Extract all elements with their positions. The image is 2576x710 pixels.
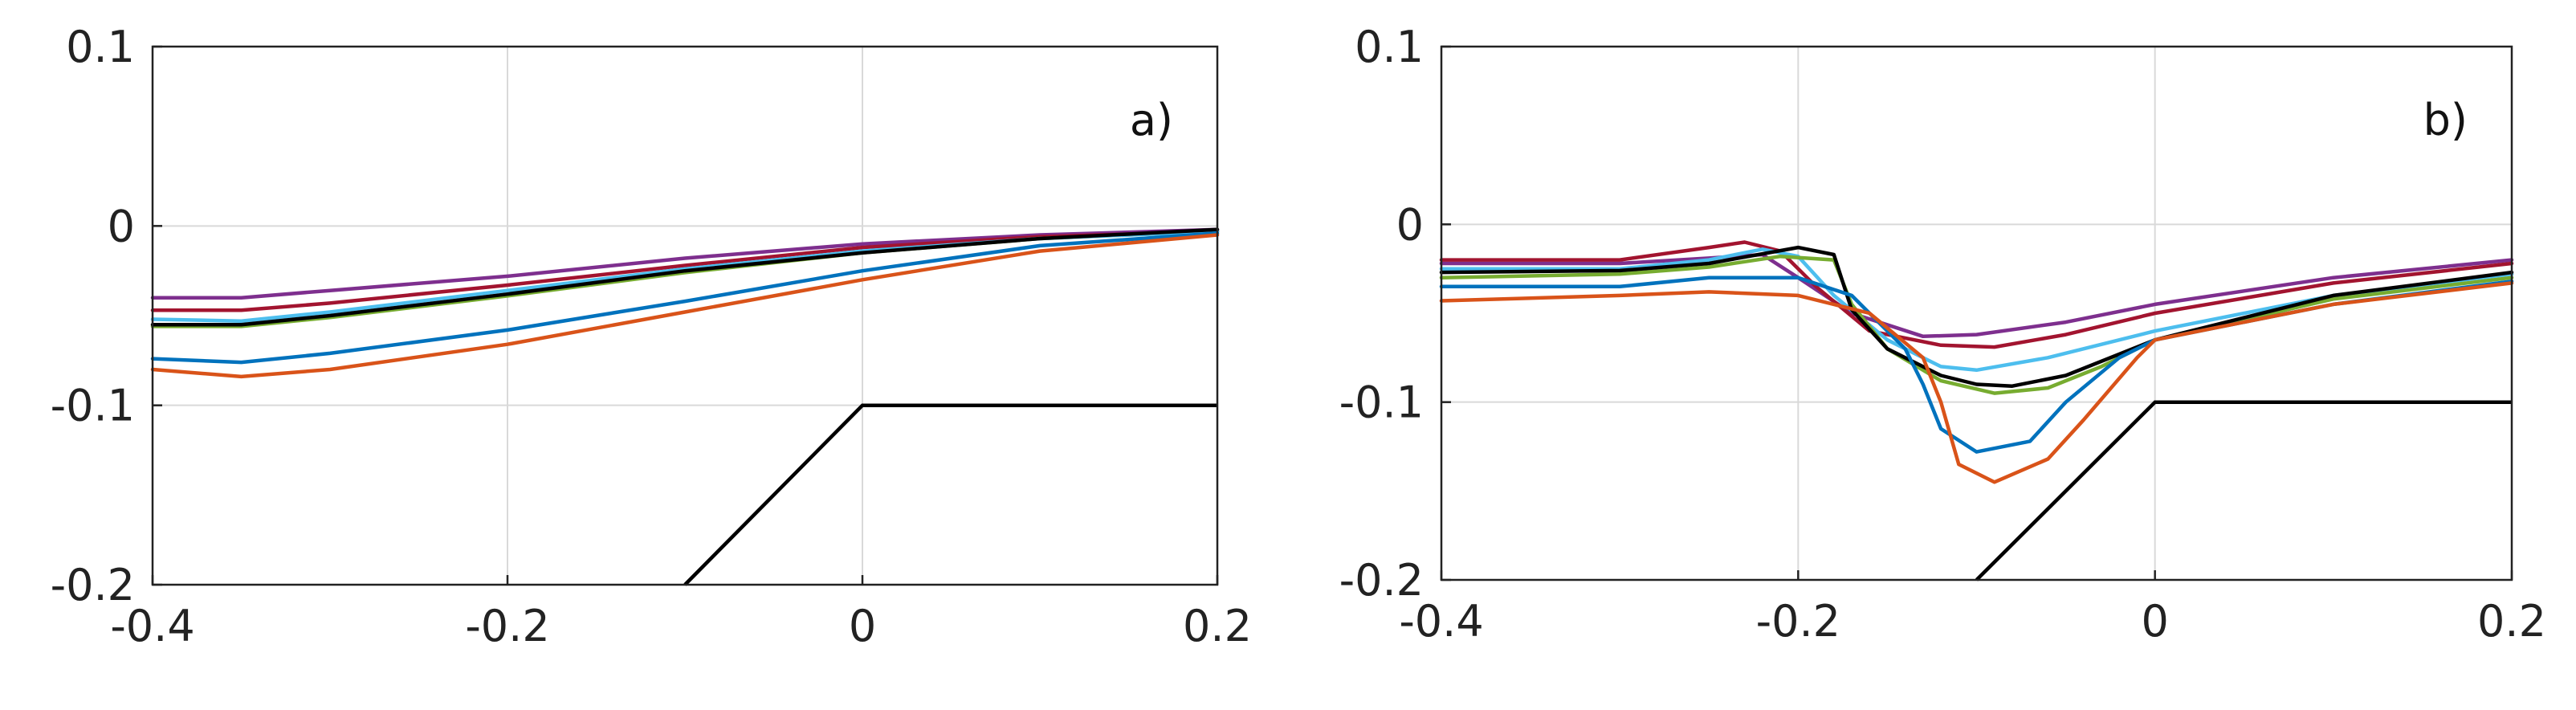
bed-profile-line (1975, 400, 2512, 581)
y-tick-label: -0.2 (51, 560, 135, 610)
x-tick-label: -0.4 (110, 601, 194, 651)
series-line-7 (1439, 281, 2514, 484)
series-line-7 (150, 233, 1220, 379)
x-tick-label: -0.4 (1399, 596, 1483, 647)
y-tick-label: -0.1 (51, 381, 135, 431)
x-tick-label: 0.2 (1183, 601, 1252, 651)
x-tick-label: -0.2 (465, 601, 549, 651)
x-tick-label: 0 (849, 601, 876, 651)
x-tick-label: -0.2 (1756, 596, 1840, 647)
series-line-3 (1439, 247, 2514, 373)
series-line-1 (150, 227, 1220, 300)
panel-label: a) (1130, 95, 1173, 145)
series-line-5 (150, 227, 1220, 327)
series-line-2 (150, 229, 1220, 312)
panel-b: -0.4 -0.2 0 0.2-0.2-0.100.1b) (1339, 22, 2546, 647)
series-line-1 (1439, 252, 2514, 339)
panel-label: b) (2423, 95, 2468, 145)
y-tick-label: 0.1 (1355, 22, 1424, 72)
series-line-6 (150, 231, 1220, 365)
y-tick-label: -0.2 (1339, 555, 1424, 606)
axes-frame (1440, 45, 2513, 581)
y-tick-label: -0.1 (1339, 377, 1424, 428)
bed-profile-line (683, 403, 1217, 586)
y-tick-label: 0 (108, 201, 135, 251)
x-tick-label: 0.2 (2477, 596, 2546, 647)
x-tick-label: 0 (2141, 596, 2168, 647)
series-line-6 (1439, 275, 2514, 454)
y-tick-label: 0 (1396, 199, 1424, 250)
axes-frame (151, 45, 1219, 586)
panel-a: -0.4 -0.2 0 0.2-0.2-0.100.1a) (51, 22, 1252, 651)
y-tick-label: 0.1 (66, 22, 135, 72)
